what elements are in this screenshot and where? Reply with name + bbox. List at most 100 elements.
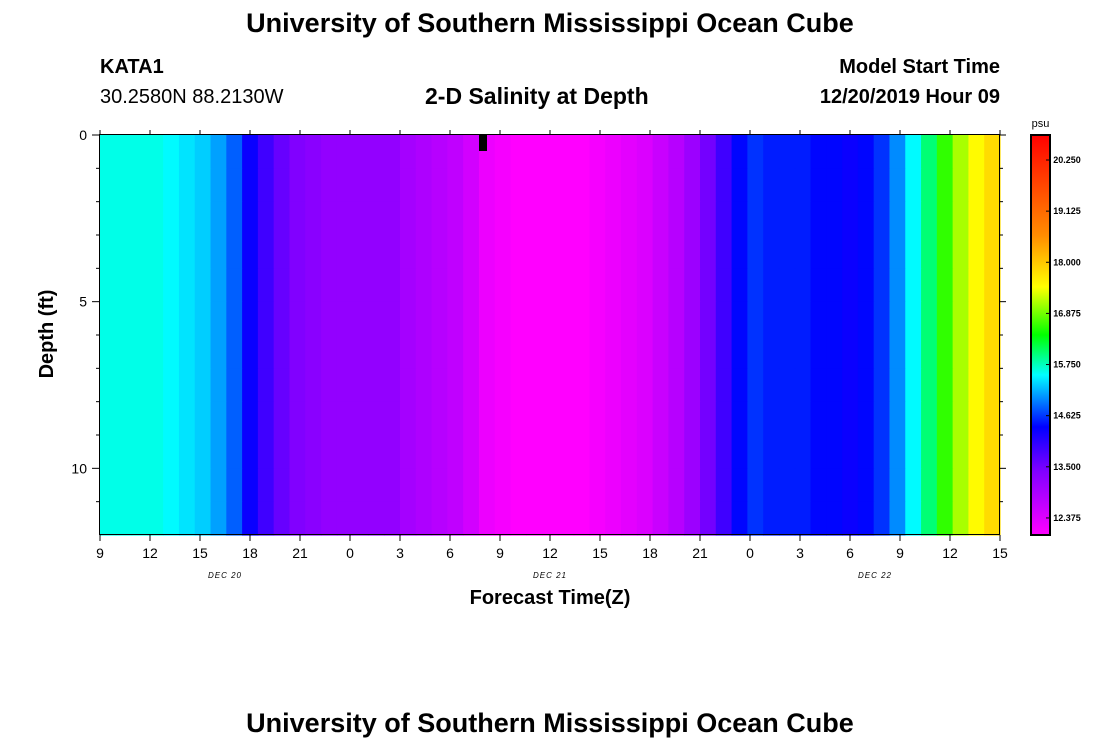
heatmap-cell: [447, 435, 464, 469]
heatmap-cell: [242, 401, 259, 436]
heatmap-cell: [936, 201, 954, 236]
heatmap-cell: [100, 468, 117, 503]
heatmap-cell: [889, 401, 906, 436]
heatmap-cell: [431, 301, 448, 336]
heatmap-cell: [400, 268, 417, 303]
heatmap-cell: [889, 301, 906, 336]
heatmap-cell: [131, 468, 148, 503]
heatmap-cell: [352, 135, 370, 169]
heatmap-cell: [810, 501, 827, 536]
heatmap-cell: [384, 201, 401, 236]
colorbar-label: 19.125: [1053, 206, 1081, 216]
x-tick-label: 18: [242, 545, 258, 561]
heatmap-cell: [857, 135, 875, 169]
heatmap-cell: [621, 235, 638, 269]
x-tick-label: 6: [446, 545, 454, 561]
heatmap-cell: [257, 335, 275, 369]
heatmap-cell: [936, 235, 954, 269]
heatmap-cell: [778, 201, 796, 236]
heatmap-cell: [463, 435, 480, 469]
heatmap-cell: [163, 135, 180, 169]
heatmap-cell: [447, 201, 464, 236]
heatmap-cell: [557, 401, 575, 436]
heatmap-cell: [842, 468, 859, 503]
heatmap-cell: [763, 468, 780, 503]
heatmap-cell: [589, 301, 606, 336]
heatmap-cell: [905, 301, 922, 336]
heatmap-cell: [494, 235, 512, 269]
heatmap-cell: [478, 168, 496, 203]
x-tick-label: 21: [292, 545, 308, 561]
heatmap-cell: [131, 135, 148, 169]
heatmap-cell: [321, 401, 338, 436]
heatmap-cell: [921, 301, 938, 336]
heatmap-cell: [968, 135, 985, 169]
heatmap-cell: [968, 268, 985, 303]
heatmap-cell: [210, 201, 227, 236]
heatmap-cell: [715, 435, 733, 469]
heatmap-cell: [652, 301, 670, 336]
heatmap-cell: [905, 235, 922, 269]
heatmap-cell: [573, 368, 591, 403]
heatmap-cell: [494, 301, 512, 336]
heatmap-cell: [305, 235, 322, 269]
heatmap-cell: [605, 501, 622, 536]
heatmap-cell: [778, 501, 796, 536]
heatmap-cell: [605, 168, 622, 203]
heatmap-cell: [510, 201, 527, 236]
colorbar-label: 14.625: [1053, 411, 1081, 421]
heatmap-cell: [715, 335, 733, 369]
heatmap-cell: [921, 401, 938, 436]
heatmap-cell: [305, 268, 322, 303]
heatmap-cell: [131, 301, 148, 336]
heatmap-cell: [336, 168, 354, 203]
heatmap-cell: [226, 401, 243, 436]
heatmap-cell: [652, 401, 670, 436]
heatmap-cell: [210, 335, 227, 369]
heatmap-cell: [226, 335, 243, 369]
heatmap-cell: [542, 235, 559, 269]
heatmap-cell: [384, 168, 401, 203]
heatmap-cell: [589, 401, 606, 436]
heatmap-cell: [700, 268, 717, 303]
x-tick-label: 12: [942, 545, 958, 561]
heatmap-cell: [952, 135, 970, 169]
heatmap-cell: [857, 401, 875, 436]
heatmap-cell: [700, 168, 717, 203]
heatmap-cell: [636, 168, 654, 203]
heatmap-cell: [352, 368, 370, 403]
heatmap-cell: [731, 335, 748, 369]
heatmap-cell: [573, 468, 591, 503]
heatmap: [100, 135, 1001, 536]
heatmap-cell: [352, 435, 370, 469]
heatmap-cell: [210, 301, 227, 336]
heatmap-cell: [431, 501, 448, 536]
heatmap-cell: [273, 301, 291, 336]
heatmap-cell: [984, 301, 1001, 336]
heatmap-cell: [621, 201, 638, 236]
heatmap-cell: [652, 468, 670, 503]
colorbar-label: 12.375: [1053, 513, 1081, 523]
heatmap-cell: [605, 201, 622, 236]
heatmap-cell: [321, 268, 338, 303]
heatmap-cell: [968, 168, 985, 203]
heatmap-cell: [510, 301, 527, 336]
heatmap-cell: [431, 435, 448, 469]
heatmap-cell: [873, 368, 891, 403]
heatmap-cell: [210, 135, 227, 169]
heatmap-cell: [321, 135, 338, 169]
heatmap-cell: [147, 335, 164, 369]
x-tick-label: 0: [746, 545, 754, 561]
heatmap-cell: [321, 235, 338, 269]
heatmap-cell: [731, 401, 748, 436]
heatmap-cell: [731, 368, 748, 403]
heatmap-cell: [684, 501, 701, 536]
heatmap-cell: [463, 235, 480, 269]
heatmap-cell: [257, 401, 275, 436]
heatmap-cell: [542, 268, 559, 303]
heatmap-cell: [826, 201, 843, 236]
heatmap-cell: [810, 235, 827, 269]
heatmap-cell: [826, 435, 843, 469]
heatmap-cell: [100, 135, 117, 169]
model-start-label: Model Start Time: [839, 56, 1000, 78]
